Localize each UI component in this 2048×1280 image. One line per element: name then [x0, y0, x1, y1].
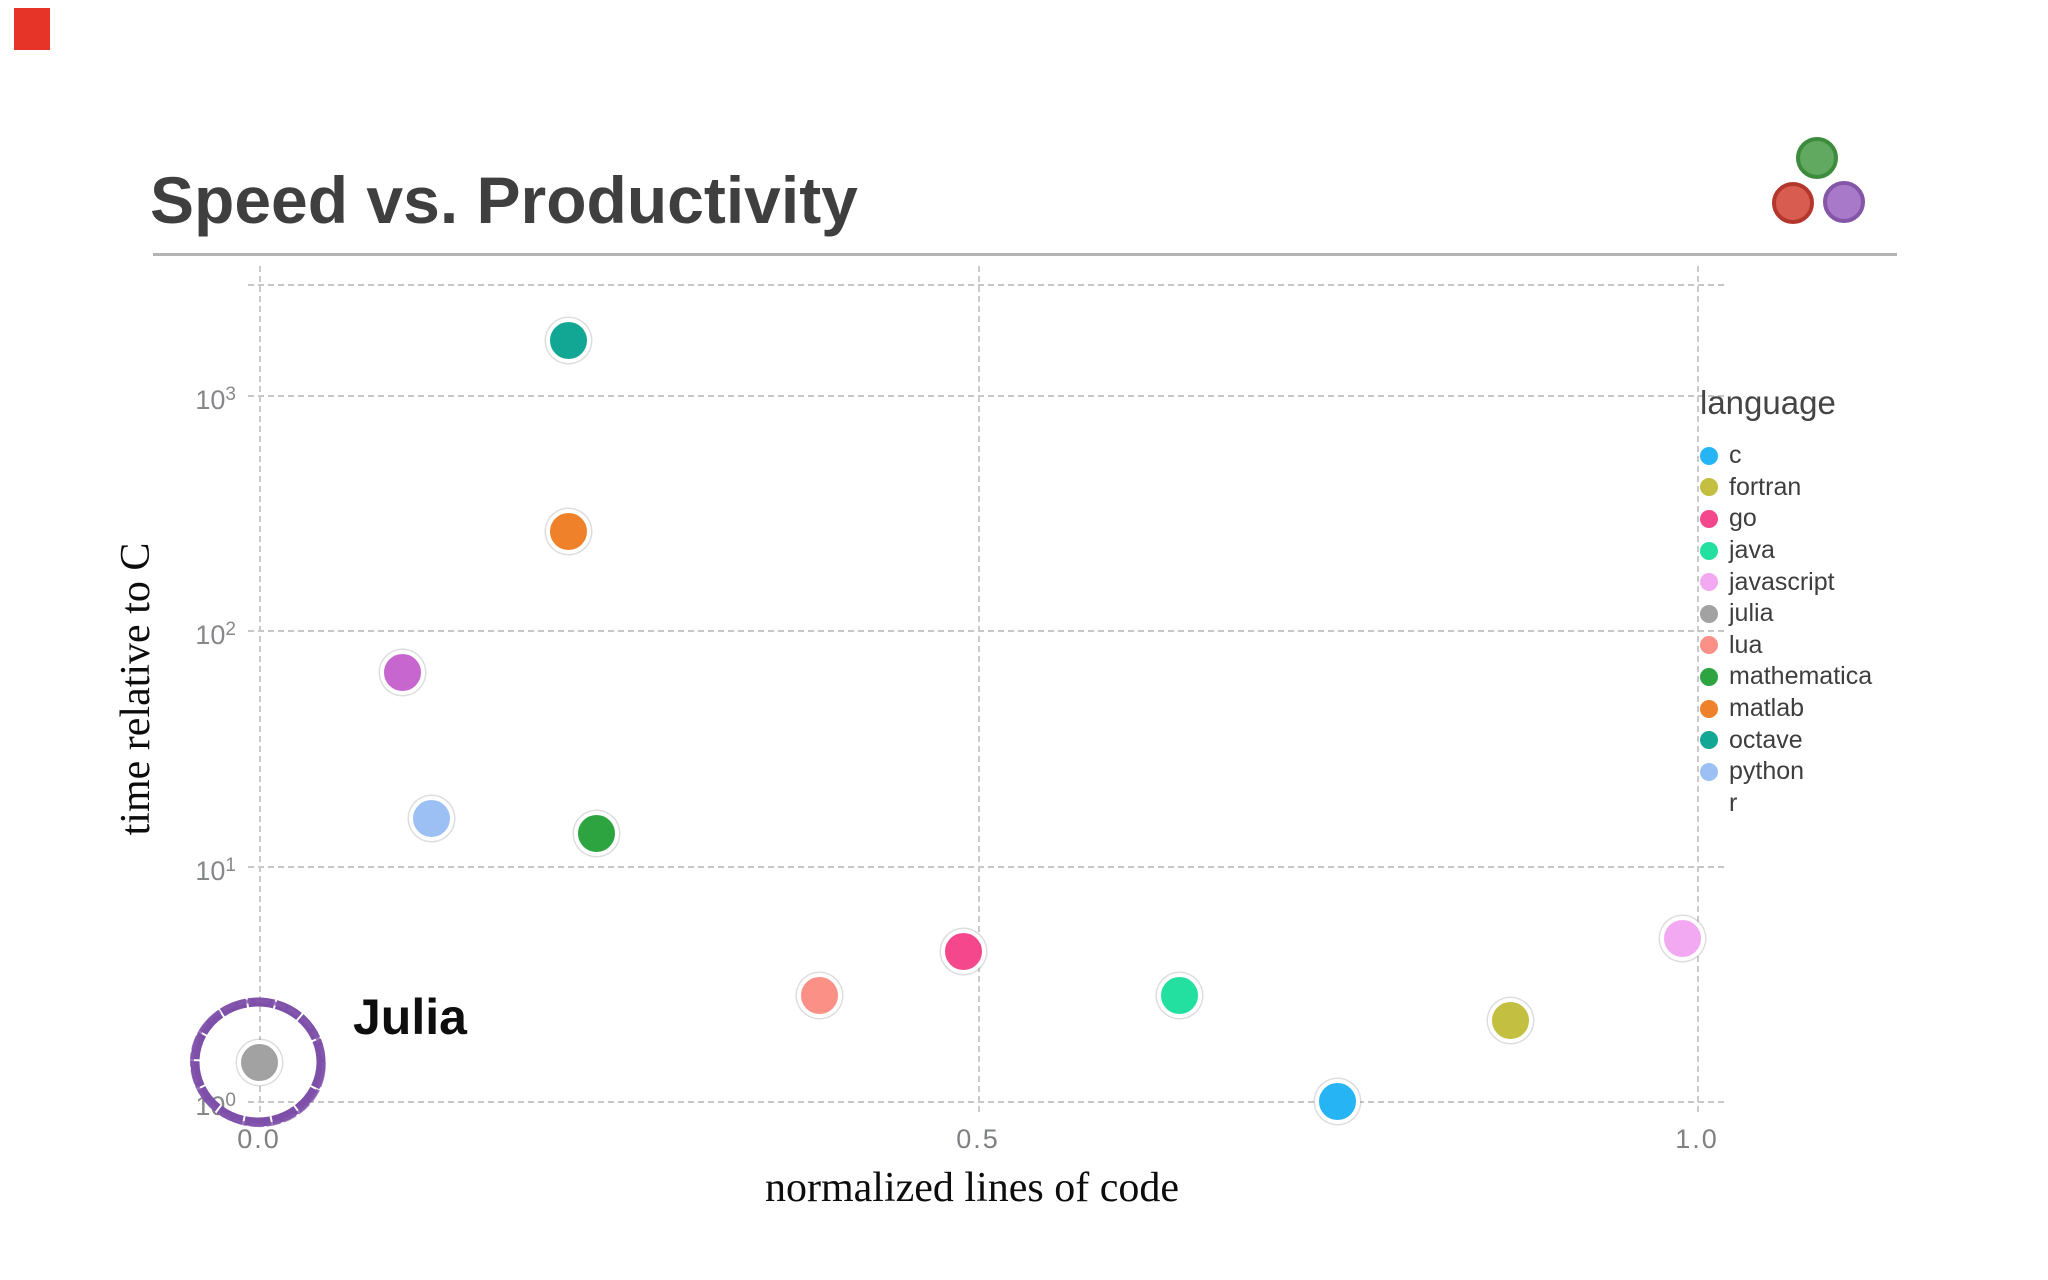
julia-logo-green-dot	[1796, 137, 1838, 179]
legend-item-label: lua	[1729, 630, 1763, 659]
legend-swatch-icon	[1700, 478, 1718, 497]
gridline-y-1	[248, 1101, 1724, 1103]
legend-swatch-icon	[1700, 699, 1718, 718]
legend-item-label: python	[1729, 757, 1805, 786]
x-axis-label: normalized lines of code	[764, 1165, 1180, 1211]
legend-item-label: octave	[1729, 725, 1803, 754]
y-tick-label: 101	[195, 854, 236, 886]
legend-item-lua: lua	[1700, 630, 2030, 662]
legend-item-label: fortran	[1729, 472, 1802, 501]
data-point-go	[941, 929, 987, 975]
data-point-octave	[545, 317, 591, 363]
data-point-javascript	[1660, 915, 1706, 961]
record-indicator	[14, 8, 50, 50]
x-tick-label: 0.0	[237, 1124, 281, 1154]
x-tick-label: 1.0	[1675, 1124, 1719, 1154]
legend-item-octave: octave	[1700, 724, 2030, 756]
slide-title: Speed vs. Productivity	[150, 163, 858, 238]
header-divider	[153, 253, 1897, 256]
annotation-label: Julia	[353, 989, 467, 1045]
data-point-lua	[797, 973, 843, 1019]
legend-swatch-icon	[1700, 762, 1718, 781]
legend-item-label: go	[1729, 504, 1757, 533]
y-tick-label: 103	[195, 383, 236, 415]
legend-item-javascript: javascript	[1700, 566, 2030, 598]
legend-item-java: java	[1700, 535, 2030, 567]
data-point-fortran	[1487, 997, 1533, 1043]
legend-item-mathematica: mathematica	[1700, 661, 2030, 693]
legend-swatch-icon	[1700, 604, 1718, 623]
legend-items: c fortran go java javascript julia lua mathemat…	[1700, 440, 2030, 819]
data-point-matlab	[545, 508, 591, 554]
legend-item-c: c	[1700, 440, 2030, 472]
legend-item-python: python	[1700, 756, 2030, 788]
data-point-julia	[236, 1040, 282, 1086]
gridline-y-100	[248, 630, 1724, 632]
hand-drawn-circle-annotation	[189, 997, 326, 1128]
legend-item-label: java	[1729, 536, 1775, 565]
julia-logo-red-dot	[1772, 182, 1814, 224]
gridline-x-0.0	[259, 266, 261, 1112]
legend-item-go: go	[1700, 503, 2030, 535]
julia-logo	[1772, 137, 1865, 224]
legend-item-label: mathematica	[1729, 662, 1873, 691]
data-point-mathematica	[574, 810, 620, 856]
legend-swatch-icon	[1700, 667, 1718, 686]
legend-item-label: c	[1729, 441, 1742, 470]
gridline-y-1000	[248, 394, 1724, 397]
legend-swatch-icon	[1700, 541, 1718, 560]
legend-title: language	[1700, 384, 1836, 421]
legend-item-fortran: fortran	[1700, 472, 2030, 504]
data-point-java	[1156, 973, 1202, 1019]
gridline-x-0.5	[978, 266, 980, 1112]
julia-logo-purple-dot	[1823, 181, 1865, 223]
legend-item-label: javascript	[1729, 567, 1835, 596]
gridline-y-10	[248, 865, 1724, 868]
legend-item-label: julia	[1729, 599, 1774, 628]
legend-item-julia: julia	[1700, 598, 2030, 630]
y-tick-label: 102	[195, 619, 236, 650]
y-axis-label: time relative to C	[113, 542, 159, 836]
legend-item-label: r	[1729, 788, 1738, 817]
legend-swatch-icon	[1700, 446, 1718, 465]
data-point-r	[380, 649, 426, 695]
legend-item-matlab: matlab	[1700, 693, 2030, 725]
legend-item-r: r	[1700, 788, 2030, 820]
legend-swatch-icon	[1700, 509, 1718, 528]
legend-item-label: matlab	[1729, 694, 1805, 723]
legend-swatch-icon	[1700, 573, 1718, 592]
chart-legend: language c fortran go java javascript julia lu…	[1700, 380, 2030, 819]
legend-swatch-icon	[1700, 731, 1718, 750]
plot-top-border	[248, 284, 1724, 286]
data-point-python	[409, 796, 455, 842]
legend-swatch-icon	[1700, 636, 1718, 655]
gridline-x-1.0	[1697, 266, 1699, 1112]
x-tick-label: 0.5	[956, 1124, 1000, 1154]
data-point-c	[1315, 1078, 1360, 1124]
